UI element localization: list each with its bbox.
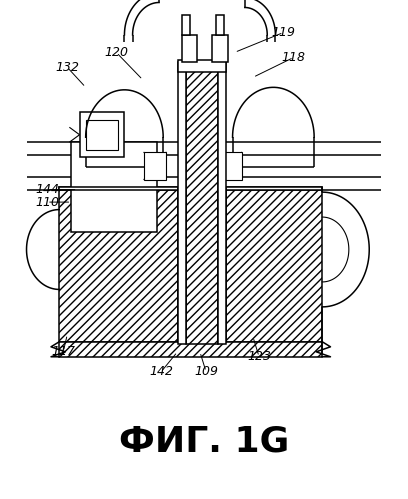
Text: 144: 144: [35, 183, 59, 196]
Bar: [226, 187, 322, 342]
Text: 117: 117: [51, 345, 75, 358]
Bar: [178, 60, 226, 72]
Bar: [219, 152, 242, 180]
Bar: [182, 35, 197, 62]
Bar: [59, 187, 178, 190]
Bar: [218, 62, 226, 344]
Text: ФИГ. 1G: ФИГ. 1G: [119, 425, 289, 459]
Bar: [59, 342, 322, 357]
Text: 142: 142: [149, 365, 173, 378]
Bar: [186, 62, 218, 344]
Bar: [216, 15, 224, 35]
Text: 110: 110: [35, 196, 59, 209]
Bar: [80, 112, 124, 157]
Bar: [218, 190, 226, 342]
Bar: [182, 15, 190, 35]
Bar: [86, 120, 118, 150]
Text: 109: 109: [194, 365, 218, 378]
Bar: [71, 142, 157, 232]
Bar: [212, 35, 228, 62]
Bar: [144, 152, 166, 180]
Bar: [178, 190, 186, 342]
Text: 119: 119: [272, 26, 295, 39]
Text: 123: 123: [247, 350, 271, 363]
Text: 132: 132: [55, 61, 79, 74]
Text: 120: 120: [104, 46, 128, 59]
Text: 118: 118: [282, 51, 306, 64]
Bar: [59, 187, 178, 342]
Bar: [178, 62, 186, 344]
Bar: [226, 187, 322, 190]
